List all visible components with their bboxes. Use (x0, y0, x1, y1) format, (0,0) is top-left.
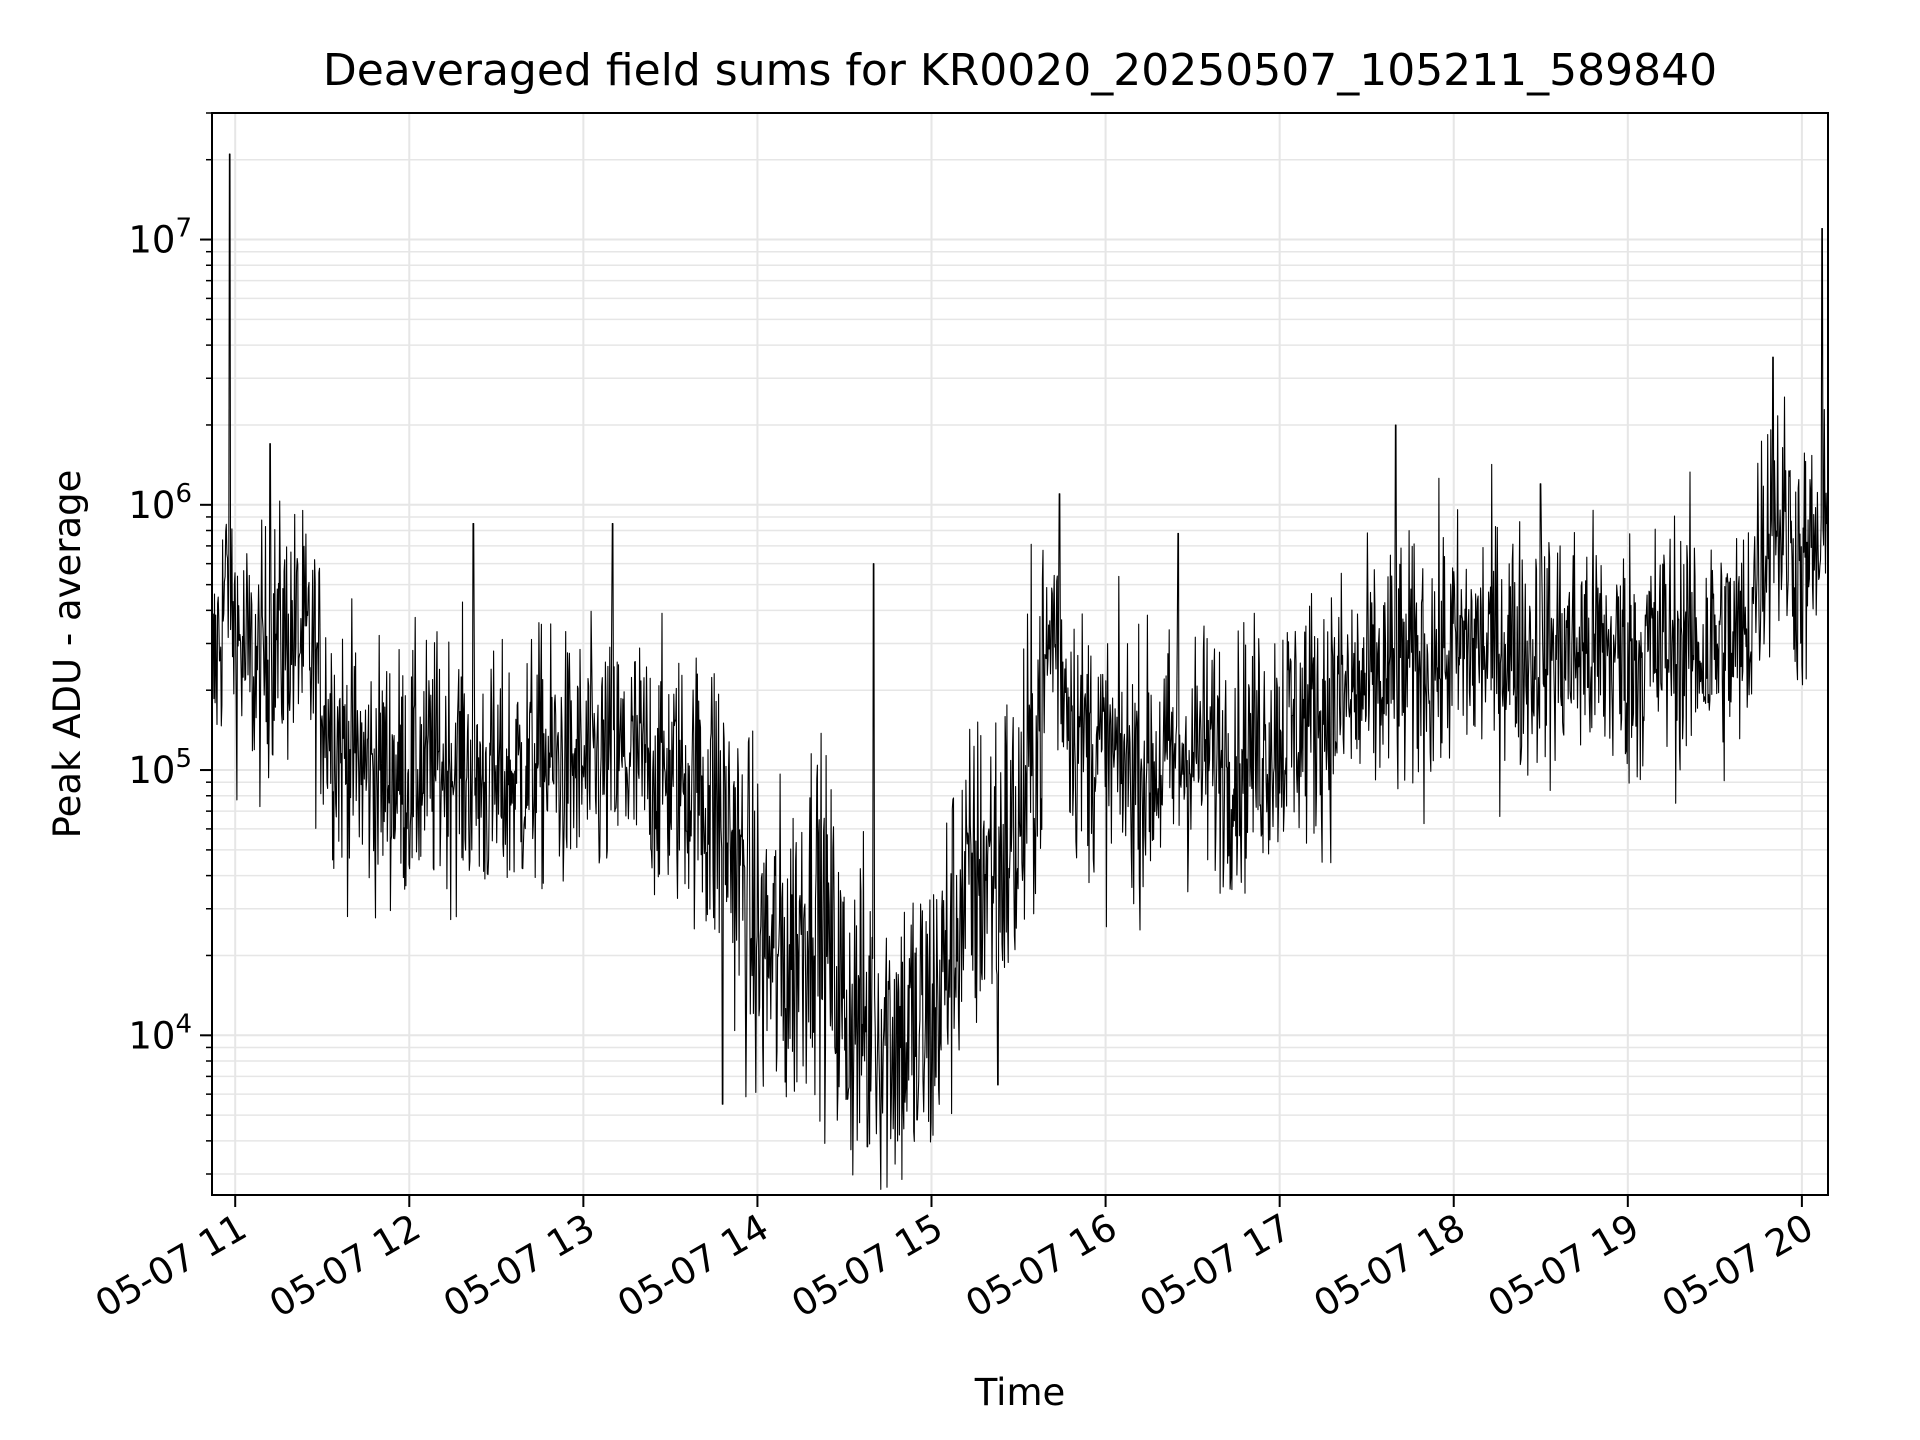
y-tick-exponent: 7 (175, 214, 192, 244)
y-axis-label: Peak ADU - average (46, 470, 89, 839)
plot-frame (211, 112, 1829, 1196)
x-tick-label: 05-07 16 (959, 1206, 1125, 1326)
y-tick-label: 104 (128, 1009, 192, 1057)
y-tick-label: 106 (128, 479, 192, 527)
y-tick-label: 107 (128, 214, 192, 262)
y-tick-label: 105 (128, 744, 192, 792)
x-tick-label: 05-07 11 (88, 1206, 254, 1326)
x-axis-label: Time (974, 1371, 1066, 1414)
x-tick-label: 05-07 12 (262, 1206, 428, 1326)
x-tick-label: 05-07 19 (1481, 1206, 1647, 1326)
x-tick-label: 05-07 17 (1133, 1206, 1299, 1326)
series-group (211, 153, 1829, 1190)
chart-title: Deaveraged field sums for KR0020_2025050… (323, 45, 1717, 96)
x-tick-label: 05-07 20 (1655, 1206, 1821, 1326)
y-tick-exponent: 6 (175, 479, 192, 509)
x-tick-label: 05-07 18 (1307, 1206, 1473, 1326)
x-axis: 05-07 11 05-07 12 05-07 13 05-07 14 05-07 15… (88, 1195, 1820, 1326)
x-tick-label: 05-07 15 (784, 1206, 950, 1326)
series-line (211, 153, 1829, 1190)
x-tick-label: 05-07 14 (610, 1206, 776, 1326)
y-tick-exponent: 5 (175, 744, 192, 774)
y-tick-base: 10 (128, 1014, 175, 1057)
y-tick-base: 10 (128, 484, 175, 527)
x-tick-label: 05-07 13 (436, 1206, 602, 1326)
y-tick-base: 10 (128, 749, 175, 792)
y-tick-base: 10 (128, 219, 175, 262)
y-tick-exponent: 4 (175, 1009, 192, 1039)
